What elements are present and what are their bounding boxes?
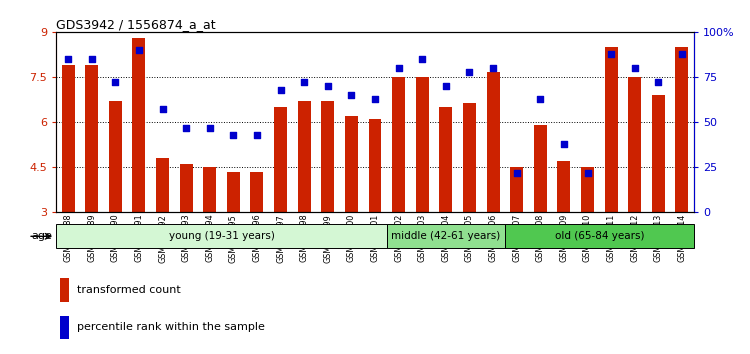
Text: old (65-84 years): old (65-84 years) — [554, 231, 644, 241]
Text: GDS3942 / 1556874_a_at: GDS3942 / 1556874_a_at — [56, 18, 216, 31]
Point — [157, 107, 169, 112]
Bar — [440, 107, 452, 212]
Point — [511, 170, 523, 176]
Point — [227, 132, 239, 138]
Point — [62, 56, 74, 62]
Bar — [251, 172, 263, 212]
Bar — [109, 101, 122, 212]
Point — [464, 69, 476, 74]
Bar — [62, 65, 74, 212]
Point — [204, 125, 216, 130]
Point — [652, 80, 664, 85]
Bar — [387, 224, 505, 248]
Bar — [60, 278, 69, 302]
Bar — [156, 158, 169, 212]
Point — [676, 51, 688, 56]
Text: age: age — [32, 231, 53, 241]
Bar — [86, 65, 98, 212]
Point — [180, 125, 192, 130]
Text: transformed count: transformed count — [76, 285, 181, 295]
Bar — [534, 125, 547, 212]
Point — [251, 132, 263, 138]
Bar — [56, 224, 387, 248]
Bar — [321, 101, 334, 212]
Bar — [505, 224, 694, 248]
Point — [274, 87, 286, 92]
Bar — [557, 161, 571, 212]
Point — [440, 83, 452, 89]
Bar — [604, 47, 617, 212]
Point — [628, 65, 640, 71]
Bar — [463, 103, 476, 212]
Point — [369, 96, 381, 102]
Point — [534, 96, 546, 102]
Bar — [628, 77, 641, 212]
Text: middle (42-61 years): middle (42-61 years) — [392, 231, 500, 241]
Bar — [226, 172, 240, 212]
Bar — [133, 38, 146, 212]
Point — [416, 56, 428, 62]
Point — [392, 65, 404, 71]
Bar — [179, 164, 193, 212]
Bar — [60, 316, 69, 339]
Point — [298, 80, 310, 85]
Point — [581, 170, 593, 176]
Bar — [581, 167, 594, 212]
Bar — [298, 101, 310, 212]
Point — [605, 51, 617, 56]
Point — [86, 56, 98, 62]
Point — [346, 92, 358, 98]
Bar — [510, 167, 524, 212]
Text: young (19-31 years): young (19-31 years) — [169, 231, 274, 241]
Bar — [368, 119, 382, 212]
Point — [322, 83, 334, 89]
Point — [558, 141, 570, 147]
Bar — [416, 77, 429, 212]
Bar — [345, 116, 358, 212]
Bar — [652, 95, 664, 212]
Point — [487, 65, 499, 71]
Bar — [487, 73, 500, 212]
Point — [133, 47, 145, 53]
Bar — [274, 107, 287, 212]
Bar — [676, 47, 688, 212]
Point — [110, 80, 122, 85]
Bar — [392, 77, 405, 212]
Bar — [203, 167, 216, 212]
Text: percentile rank within the sample: percentile rank within the sample — [76, 322, 265, 332]
